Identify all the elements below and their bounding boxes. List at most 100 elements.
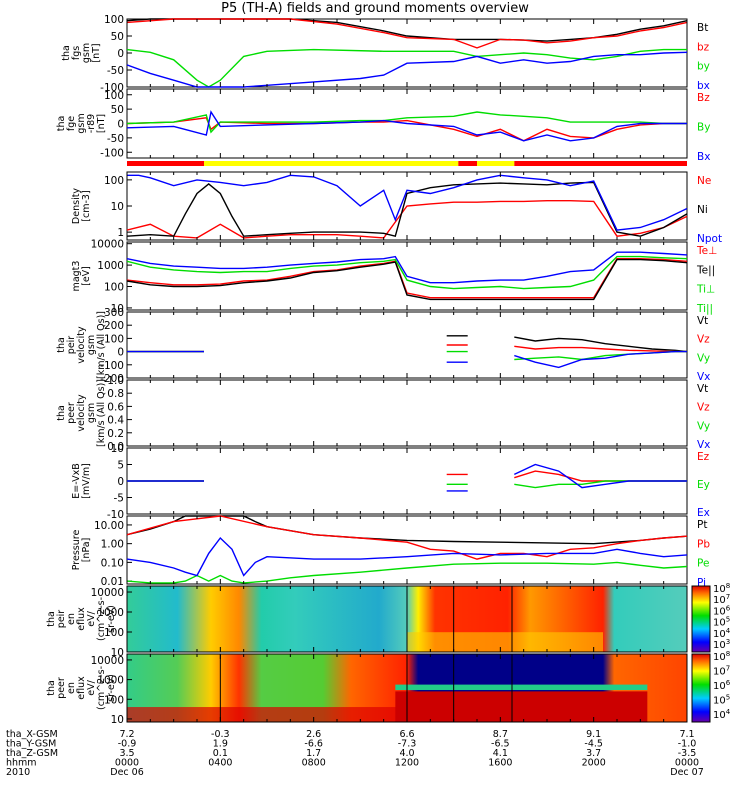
- series-line-Vz: [127, 344, 687, 353]
- x-row-label: tha_Z-GSM: [6, 748, 58, 759]
- x-tick-value: 1.9: [213, 739, 228, 750]
- series-line-Ez: [127, 470, 687, 482]
- y-tick-label: 1: [117, 227, 124, 239]
- legend-entry: Vz: [697, 402, 710, 414]
- series-line-Pe: [126, 561, 688, 584]
- series-line-By: [126, 111, 687, 134]
- x-tick-value: 6.6: [399, 729, 414, 740]
- legend-entry: Vx: [697, 371, 710, 383]
- y-axis-label: [nPa]: [81, 538, 92, 563]
- y-tick-label: 100: [104, 282, 124, 294]
- y-axis-label: (cm^2-s-: [96, 597, 107, 641]
- legend-entry: bx: [697, 80, 710, 92]
- colorbar-tick-label: 108: [713, 650, 730, 663]
- legend-entry: Npot: [697, 233, 722, 245]
- colorbar-peer_spec: [691, 653, 711, 723]
- y-tick-label: 10: [111, 201, 124, 213]
- y-axis-label: [eV]: [81, 266, 92, 286]
- mode-bar-segment: [127, 161, 204, 166]
- series-line-Pi: [126, 536, 688, 577]
- y-axis-label: peir: [56, 610, 67, 629]
- x-tick-value: -3.5: [678, 748, 697, 759]
- y-axis-label: Pressure: [71, 530, 82, 571]
- x-tick-value: 3.5: [119, 748, 134, 759]
- series-line-bx: [126, 51, 688, 88]
- x-tick-value: 0000: [115, 758, 139, 769]
- panel-frame-peer_vel: [126, 379, 688, 447]
- colorbar-tick-exponent: 7: [726, 665, 730, 673]
- legend-entry: Vy: [697, 352, 710, 364]
- x-tick-value: 4.1: [493, 748, 508, 759]
- series-line-Bz: [126, 117, 687, 142]
- y-axis-label: peir: [66, 336, 77, 355]
- y-axis-label: fge: [66, 116, 77, 131]
- x-tick-value: -0.9: [118, 739, 137, 750]
- series-line-Ti||: [126, 251, 688, 284]
- y-tick-label: 50: [111, 31, 124, 43]
- legend-entry: Ez: [697, 451, 710, 463]
- y-axis-label: tha: [56, 116, 67, 132]
- x-tick-value: 4.0: [399, 748, 414, 759]
- y-tick-label: 0.01: [101, 576, 124, 588]
- series-line-Bx: [126, 110, 687, 142]
- y-tick-label: 1.0: [107, 375, 124, 387]
- mode-bar-segment: [514, 161, 687, 166]
- y-tick-label: 0.0: [107, 441, 124, 453]
- series-line-by: [126, 48, 687, 88]
- y-axis-label: (cm^2-s-: [96, 666, 107, 710]
- legend-entry: Bt: [697, 22, 708, 34]
- y-axis-label: peer: [56, 677, 67, 699]
- x-tick-value: 8.7: [493, 729, 508, 740]
- colorbar-tick-exponent: 3: [726, 638, 730, 646]
- y-axis-label: [km/s (All Qs)]: [96, 379, 107, 447]
- legend-entry: bz: [697, 41, 710, 53]
- spec-band-mid: [395, 684, 648, 691]
- x-tick-value: 0.1: [213, 748, 228, 759]
- y-axis-label: peer: [66, 402, 77, 424]
- legend-entry: Vy: [697, 420, 710, 432]
- y-tick-label: 10: [111, 647, 124, 659]
- y-tick-label: 10: [111, 443, 124, 455]
- mode-bar-segment: [458, 161, 477, 166]
- y-axis-label: eflux: [76, 676, 87, 700]
- colorbar-tick-exponent: 4: [726, 627, 731, 635]
- y-tick-label: 1000: [97, 607, 124, 619]
- y-tick-label: -10: [107, 509, 124, 521]
- y-tick-label: 100: [104, 333, 124, 345]
- legend-entry: by: [697, 61, 710, 73]
- x-tick-value: 7.1: [679, 729, 694, 740]
- series-line-Ex: [127, 463, 687, 492]
- y-tick-label: 100: [104, 14, 124, 26]
- y-tick-label: 0.4: [107, 415, 124, 427]
- x-row-label: hhmm: [6, 758, 37, 769]
- legend-entry: Ti||: [696, 303, 713, 315]
- legend-entry: Bx: [697, 151, 710, 163]
- y-axis-label: velocity: [76, 394, 87, 432]
- y-tick-label: 300: [104, 307, 124, 319]
- y-tick-label: 0.2: [107, 428, 124, 440]
- series-line-Ne: [126, 200, 688, 239]
- y-axis-label: sr-eV): [106, 674, 117, 702]
- colorbar-tick-exponent: 5: [726, 694, 730, 702]
- spec-band-core: [395, 691, 648, 722]
- x-row-label: tha_Y-GSM: [6, 739, 56, 750]
- y-tick-label: 100: [104, 694, 124, 706]
- y-tick-label: -200: [100, 373, 124, 385]
- y-axis-label: magt3: [71, 261, 82, 292]
- colorbar-tick-exponent: 7: [726, 593, 730, 601]
- legend-entry: Pe: [697, 558, 709, 570]
- legend-entry: Vt: [697, 315, 708, 327]
- y-tick-label: 0.8: [107, 388, 124, 400]
- y-tick-label: 1000: [97, 260, 124, 272]
- y-axis-label: fgs: [71, 46, 82, 60]
- x-row-label: tha_X-GSM: [6, 729, 58, 740]
- colorbar-tick-exponent: 6: [726, 604, 731, 612]
- series-line-Te||: [126, 258, 688, 301]
- x-tick-value: 2000: [582, 758, 606, 769]
- legend-entry: Pt: [697, 519, 707, 531]
- x-tick-value: 1.7: [306, 748, 321, 759]
- spec-band-low: [407, 632, 603, 652]
- colorbar-tick-label: 104: [713, 708, 731, 721]
- x-tick-value: 0400: [208, 758, 232, 769]
